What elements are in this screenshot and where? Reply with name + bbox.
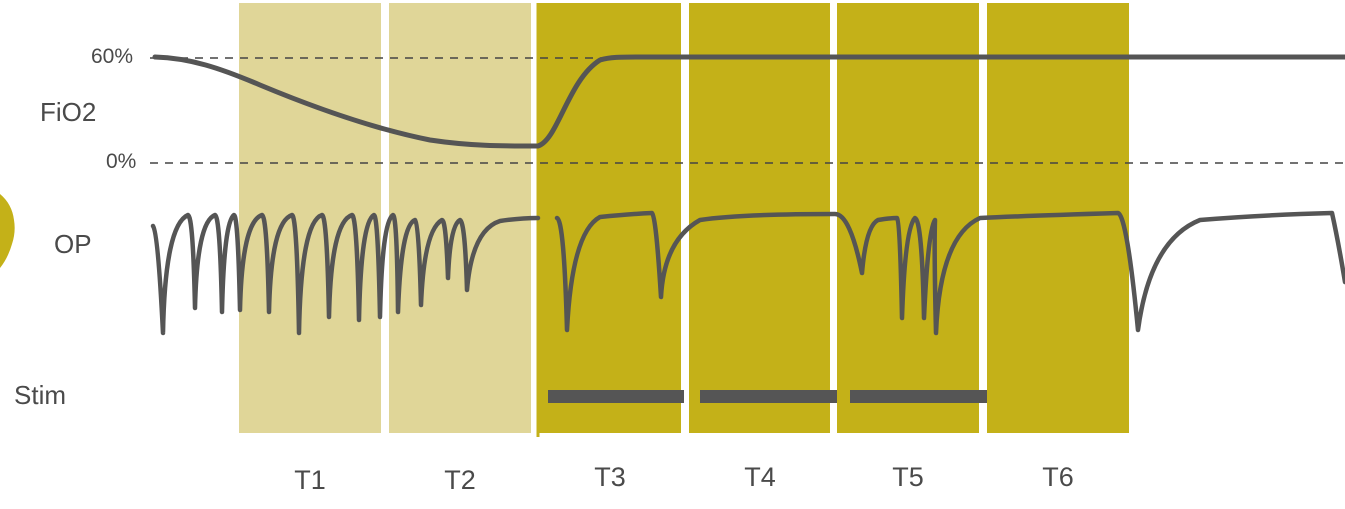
op-row-label: OP	[54, 229, 92, 260]
trial-band-t5	[837, 3, 979, 433]
fio2-row-label: FiO2	[40, 97, 96, 128]
carotid-body-icon	[0, 194, 15, 268]
trial-label-t5: T5	[868, 462, 948, 493]
stim-bar-t4	[700, 390, 837, 403]
stim-row-label: Stim	[14, 380, 66, 411]
fio2-tick-60: 60%	[91, 45, 133, 69]
trial-label-t2: T2	[420, 465, 500, 496]
fio2-tick-0: 0%	[106, 150, 136, 174]
stim-bar-t3	[548, 390, 684, 403]
stim-bar-t5	[850, 390, 987, 403]
trial-label-t4: T4	[720, 462, 800, 493]
trial-label-t1: T1	[270, 465, 350, 496]
trial-label-t3: T3	[570, 462, 650, 493]
trial-label-t6: T6	[1018, 462, 1098, 493]
